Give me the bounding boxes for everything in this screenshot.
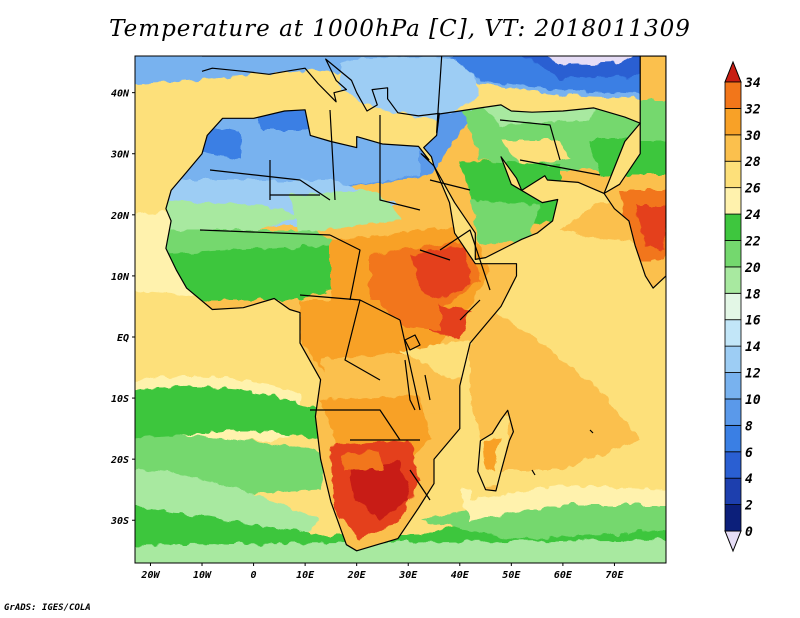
colorbar-box: [724, 372, 742, 400]
colorbar-label: 32: [744, 102, 761, 117]
colorbar-box: [724, 213, 742, 241]
colorbar-label: 2: [744, 499, 753, 514]
colorbar-label: 18: [745, 287, 761, 302]
colorbar-label: 22: [744, 234, 761, 249]
lon-tick-label: 20W: [140, 570, 160, 581]
colorbar-box: [724, 240, 742, 268]
colorbar-label: 20: [744, 261, 761, 276]
colorbar-box: [724, 134, 742, 162]
colorbar-label: 16: [745, 314, 761, 329]
colorbar-box: [724, 451, 742, 479]
colorbar-box: [724, 424, 742, 453]
colorbar-label: 24: [744, 208, 761, 223]
colorbar-box: [724, 398, 742, 426]
lat-tick-label: 10N: [111, 272, 130, 283]
lon-tick-label: 70E: [605, 570, 624, 581]
lat-tick-label: EQ: [117, 333, 129, 344]
lat-tick-label: 40N: [111, 89, 130, 100]
lat-tick-label: 20N: [110, 211, 130, 222]
colorbar-label: 4: [745, 472, 753, 487]
grads-credit: GrADS: IGES/COLA: [4, 603, 91, 613]
colorbar-box: [724, 319, 742, 347]
colorbar-box: [724, 160, 742, 189]
colorbar-label: 0: [745, 525, 753, 540]
colorbar-box: [724, 108, 742, 136]
lon-tick-label: 0: [251, 570, 257, 581]
colorbar-box: [724, 187, 742, 215]
colorbar-label: 14: [745, 340, 761, 355]
colorbar-box: [724, 504, 742, 532]
latitude-axis: 40N 30N 20N 10N EQ 10S 20S 30S: [110, 89, 135, 527]
lon-tick-label: 40E: [451, 570, 470, 581]
lon-tick-label: 60E: [554, 570, 573, 581]
lat-tick-label: 10S: [111, 394, 129, 405]
colorbar-box: [724, 477, 742, 505]
longitude-axis: 20W 10W 0 10E 20E 30E 40E 50E 60E 70E: [140, 563, 624, 581]
lat-tick-label: 20S: [110, 455, 129, 466]
colorbar-label: 28: [744, 155, 761, 170]
colorbar-box: [724, 345, 742, 373]
colorbar-box: [724, 81, 742, 109]
colorbar-label: 34: [744, 76, 761, 91]
map-title: Temperature at 1000hPa [C], VT: 20180113…: [109, 16, 691, 42]
lat-tick-label: 30N: [110, 150, 130, 161]
colorbar-label: 6: [745, 446, 753, 461]
colorbar-label: 10: [745, 393, 761, 408]
colorbar-box: [724, 266, 742, 294]
colorbar-label: 8: [745, 419, 753, 434]
lon-tick-label: 50E: [502, 570, 521, 581]
colorbar-label: 30: [744, 129, 761, 144]
colorbar-box: [724, 292, 742, 321]
lon-tick-label: 10E: [296, 570, 315, 581]
coastline-and-borders: [165, 56, 666, 552]
lon-tick-label: 30E: [398, 570, 418, 581]
temperature-field: [135, 56, 666, 563]
map-frame: [134, 55, 667, 564]
lon-tick-label: 20E: [347, 570, 367, 581]
colorbar-label: 12: [745, 367, 761, 382]
colorbar-under-triangle: [724, 530, 742, 553]
lon-tick-label: 10W: [193, 570, 212, 581]
colorbar-over-triangle: [724, 60, 742, 83]
lat-tick-label: 30S: [110, 516, 129, 527]
colorbar-label: 26: [744, 182, 761, 197]
